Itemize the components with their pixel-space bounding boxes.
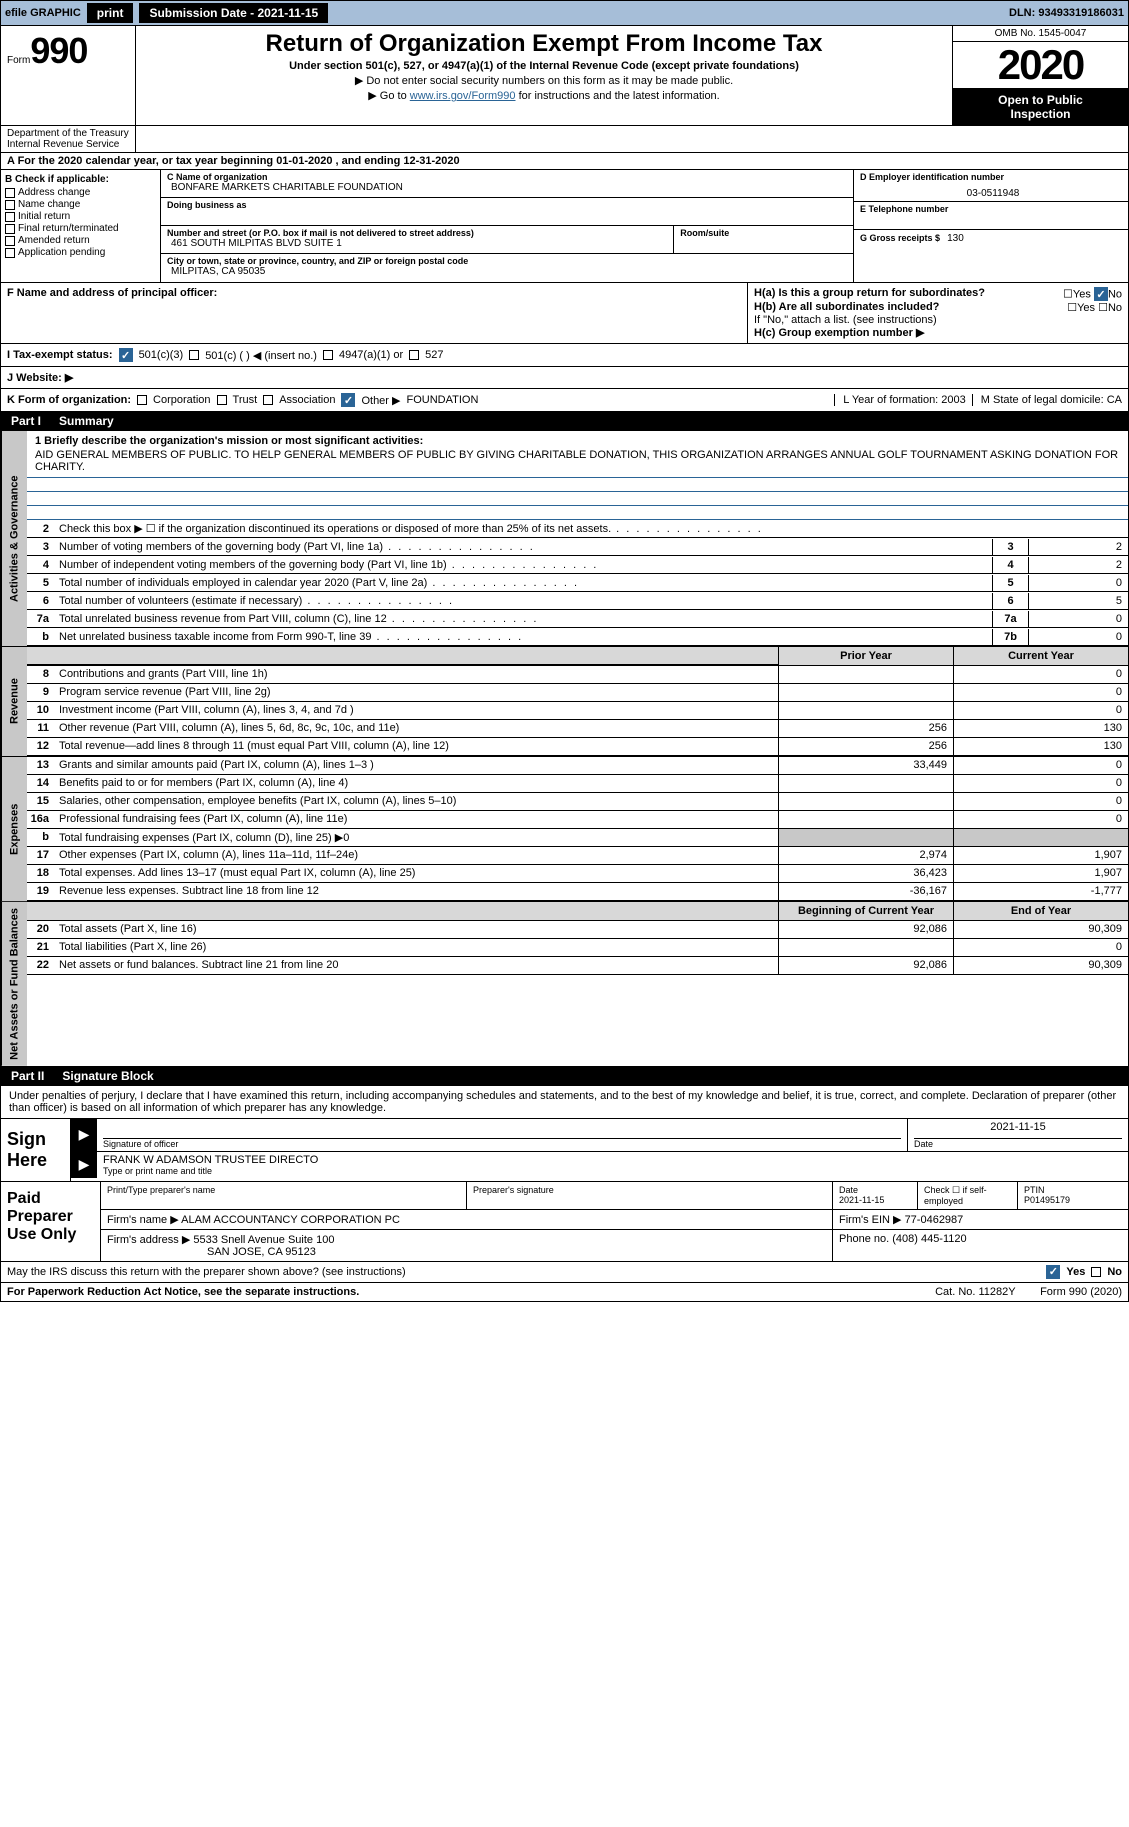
chk-initial[interactable] — [5, 212, 15, 222]
title-box: Return of Organization Exempt From Incom… — [136, 26, 953, 125]
section-governance: Activities & Governance 1 Briefly descri… — [0, 431, 1129, 647]
ptin: P01495179 — [1024, 1195, 1070, 1205]
check-icon: ✓ — [1094, 287, 1108, 301]
tax-year: 2020 — [953, 42, 1128, 89]
section-revenue: Revenue Prior Year Current Year 8Contrib… — [0, 647, 1129, 757]
id-block: B Check if applicable: Address change Na… — [0, 170, 1129, 283]
table-row: 16aProfessional fundraising fees (Part I… — [27, 811, 1128, 829]
org-name: BONFARE MARKETS CHARITABLE FOUNDATION — [167, 182, 847, 193]
arrow-icon: ▶ — [71, 1152, 97, 1178]
vtab-revenue: Revenue — [1, 647, 27, 756]
vtab-governance: Activities & Governance — [1, 431, 27, 646]
table-row: 18Total expenses. Add lines 13–17 (must … — [27, 865, 1128, 883]
table-row: 17Other expenses (Part IX, column (A), l… — [27, 847, 1128, 865]
table-row: 4Number of independent voting members of… — [27, 556, 1128, 574]
vtab-net: Net Assets or Fund Balances — [1, 902, 27, 1066]
table-row: bTotal fundraising expenses (Part IX, co… — [27, 829, 1128, 847]
table-row: 8Contributions and grants (Part VIII, li… — [27, 666, 1128, 684]
mission-text: AID GENERAL MEMBERS OF PUBLIC. TO HELP G… — [35, 449, 1120, 473]
table-row: 6Total number of volunteers (estimate if… — [27, 592, 1128, 610]
firm-name: ALAM ACCOUNTANCY CORPORATION PC — [181, 1214, 400, 1226]
table-row: 9Program service revenue (Part VIII, lin… — [27, 684, 1128, 702]
check-icon: ✓ — [1046, 1265, 1060, 1279]
table-row: 19Revenue less expenses. Subtract line 1… — [27, 883, 1128, 901]
ein: 03-0511948 — [860, 182, 1122, 199]
perjury-text: Under penalties of perjury, I declare th… — [1, 1086, 1128, 1118]
table-row: 3Number of voting members of the governi… — [27, 538, 1128, 556]
column-b: B Check if applicable: Address change Na… — [1, 170, 161, 282]
table-row: 7aTotal unrelated business revenue from … — [27, 610, 1128, 628]
arrow-icon: ▶ — [71, 1119, 97, 1151]
column-c: C Name of organization BONFARE MARKETS C… — [161, 170, 853, 282]
part2-header: Part II Signature Block — [0, 1067, 1129, 1086]
chk-final[interactable] — [5, 224, 15, 234]
row-k: K Form of organization: Corporation Trus… — [0, 389, 1129, 412]
signature-block: Under penalties of perjury, I declare th… — [0, 1086, 1129, 1182]
chk-amended[interactable] — [5, 236, 15, 246]
row-i: I Tax-exempt status: ✓501(c)(3) 501(c) (… — [0, 344, 1129, 367]
dept-label: Department of the TreasuryInternal Reven… — [1, 126, 136, 152]
firm-phone: (408) 445-1120 — [892, 1233, 966, 1245]
note-link: ▶ Go to www.irs.gov/Form990 for instruct… — [146, 89, 942, 102]
net-col-header: Beginning of Current Year End of Year — [27, 902, 1128, 921]
chk-address[interactable] — [5, 188, 15, 198]
col-header: Prior Year Current Year — [27, 647, 1128, 666]
table-row: 21Total liabilities (Part X, line 26)0 — [27, 939, 1128, 957]
table-row: 11Other revenue (Part VIII, column (A), … — [27, 720, 1128, 738]
table-row: 22Net assets or fund balances. Subtract … — [27, 957, 1128, 975]
column-de: D Employer identification number 03-0511… — [853, 170, 1128, 282]
table-row: 5Total number of individuals employed in… — [27, 574, 1128, 592]
irs-link[interactable]: www.irs.gov/Form990 — [410, 90, 516, 102]
table-row: 20Total assets (Part X, line 16)92,08690… — [27, 921, 1128, 939]
form-title: Return of Organization Exempt From Incom… — [146, 30, 942, 58]
table-row: 13Grants and similar amounts paid (Part … — [27, 757, 1128, 775]
part1-header: Part I Summary — [0, 412, 1129, 431]
topbar: efile GRAPHIC print Submission Date - 20… — [0, 0, 1129, 26]
firm-ein: 77-0462987 — [905, 1214, 964, 1226]
paid-label: Paid Preparer Use Only — [1, 1182, 101, 1261]
section-net: Net Assets or Fund Balances Beginning of… — [0, 902, 1129, 1067]
table-row: 12Total revenue—add lines 8 through 11 (… — [27, 738, 1128, 756]
check-icon: ✓ — [119, 348, 133, 362]
discuss-row: May the IRS discuss this return with the… — [0, 1262, 1129, 1283]
table-row: 14Benefits paid to or for members (Part … — [27, 775, 1128, 793]
note-ssn: ▶ Do not enter social security numbers o… — [146, 74, 942, 87]
check-icon: ✓ — [341, 393, 355, 407]
sig-date: 2021-11-15 — [914, 1121, 1122, 1139]
address: 461 SOUTH MILPITAS BLVD SUITE 1 — [167, 238, 667, 249]
submission-date-button[interactable]: Submission Date - 2021-11-15 — [139, 3, 328, 23]
gross-receipts: 130 — [943, 233, 964, 244]
row-f-h: F Name and address of principal officer:… — [0, 283, 1129, 344]
row-j: J Website: ▶ — [0, 367, 1129, 389]
period-row: A For the 2020 calendar year, or tax yea… — [0, 153, 1129, 170]
omb-number: OMB No. 1545-0047 — [953, 26, 1128, 42]
header-right: OMB No. 1545-0047 2020 Open to Public In… — [953, 26, 1128, 125]
chk-pending[interactable] — [5, 248, 15, 258]
efile-label: efile GRAPHIC — [5, 7, 81, 19]
inspection-badge: Open to Public Inspection — [953, 89, 1128, 125]
form-subtitle: Under section 501(c), 527, or 4947(a)(1)… — [146, 60, 942, 72]
sign-here-label: Sign Here — [1, 1119, 71, 1181]
section-expenses: Expenses 13Grants and similar amounts pa… — [0, 757, 1129, 902]
form-header: Form990 Return of Organization Exempt Fr… — [0, 26, 1129, 126]
city: MILPITAS, CA 95035 — [167, 266, 847, 277]
form-number-box: Form990 — [1, 26, 136, 125]
table-row: 10Investment income (Part VIII, column (… — [27, 702, 1128, 720]
print-button[interactable]: print — [87, 3, 134, 23]
table-row: 15Salaries, other compensation, employee… — [27, 793, 1128, 811]
dept-row: Department of the TreasuryInternal Reven… — [0, 126, 1129, 153]
footer: For Paperwork Reduction Act Notice, see … — [0, 1283, 1129, 1302]
table-row: 2Check this box ▶ ☐ if the organization … — [27, 520, 1128, 538]
table-row: bNet unrelated business taxable income f… — [27, 628, 1128, 646]
paid-preparer-block: Paid Preparer Use Only Print/Type prepar… — [0, 1182, 1129, 1262]
chk-name[interactable] — [5, 200, 15, 210]
officer-name: FRANK W ADAMSON TRUSTEE DIRECTO — [103, 1154, 1122, 1166]
dln: DLN: 93493319186031 — [1009, 7, 1124, 19]
vtab-expenses: Expenses — [1, 757, 27, 901]
